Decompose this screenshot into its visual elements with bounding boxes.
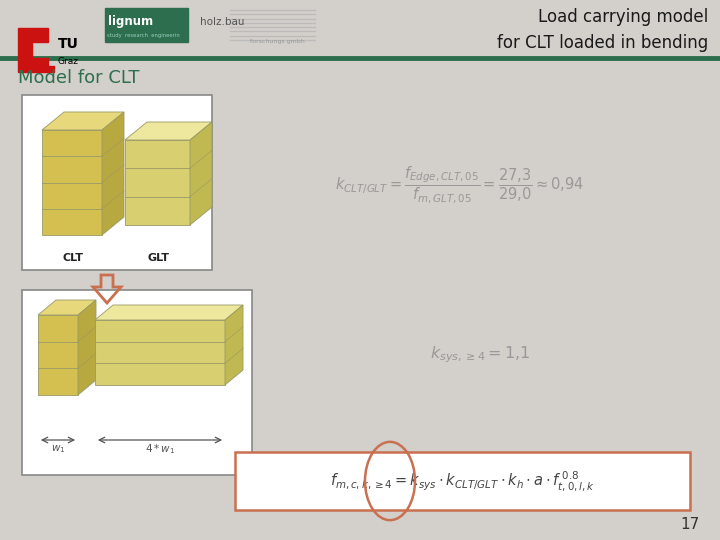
Polygon shape [38,315,78,395]
Text: lignum: lignum [108,16,153,29]
Text: TU: TU [58,37,79,51]
Text: $k_{CLT/GLT} = \dfrac{f_{Edge,CLT,05}}{f_{m,GLT,05}} = \dfrac{27{,}3}{29{,}0} \a: $k_{CLT/GLT} = \dfrac{f_{Edge,CLT,05}}{f… [336,165,585,205]
Bar [22,95,212,270]
Polygon shape [42,130,102,235]
Polygon shape [38,300,96,315]
Polygon shape [225,305,243,385]
Polygon shape [95,305,243,320]
Text: $f_{m,c,k,\geq4} = k_{sys} \cdot k_{CLT/GLT} \cdot k_h \cdot a \cdot f_{t,0,l,k}: $f_{m,c,k,\geq4} = k_{sys} \cdot k_{CLT/… [330,469,595,493]
Bar [235,452,690,510]
Text: 17: 17 [680,517,700,532]
Bar [18,28,32,72]
Text: $4*w_1$: $4*w_1$ [145,442,175,456]
Text: $k_{sys,\geq4} = 1{,}1$: $k_{sys,\geq4} = 1{,}1$ [430,345,530,365]
Text: Model for CLT: Model for CLT [18,69,140,87]
Text: $w_1$: $w_1$ [51,443,66,455]
Text: study  research  engineerin: study research engineerin [107,32,180,37]
Polygon shape [125,122,212,140]
Bar [32,28,48,42]
Text: GLT: GLT [147,253,169,263]
Text: Graz: Graz [58,57,79,66]
Bar [105,8,188,42]
Polygon shape [95,320,225,385]
Bar [32,58,48,72]
Text: CLT: CLT [63,253,84,263]
Text: holz.bau: holz.bau [200,17,245,27]
Polygon shape [78,300,96,395]
Text: Load carrying model
for CLT loaded in bending: Load carrying model for CLT loaded in be… [497,9,708,51]
Bar [22,290,252,475]
Bar [48,66,54,72]
Polygon shape [102,112,124,235]
Polygon shape [190,122,212,225]
Polygon shape [42,112,124,130]
Text: forschungs gmbh: forschungs gmbh [250,39,305,44]
Polygon shape [125,140,190,225]
